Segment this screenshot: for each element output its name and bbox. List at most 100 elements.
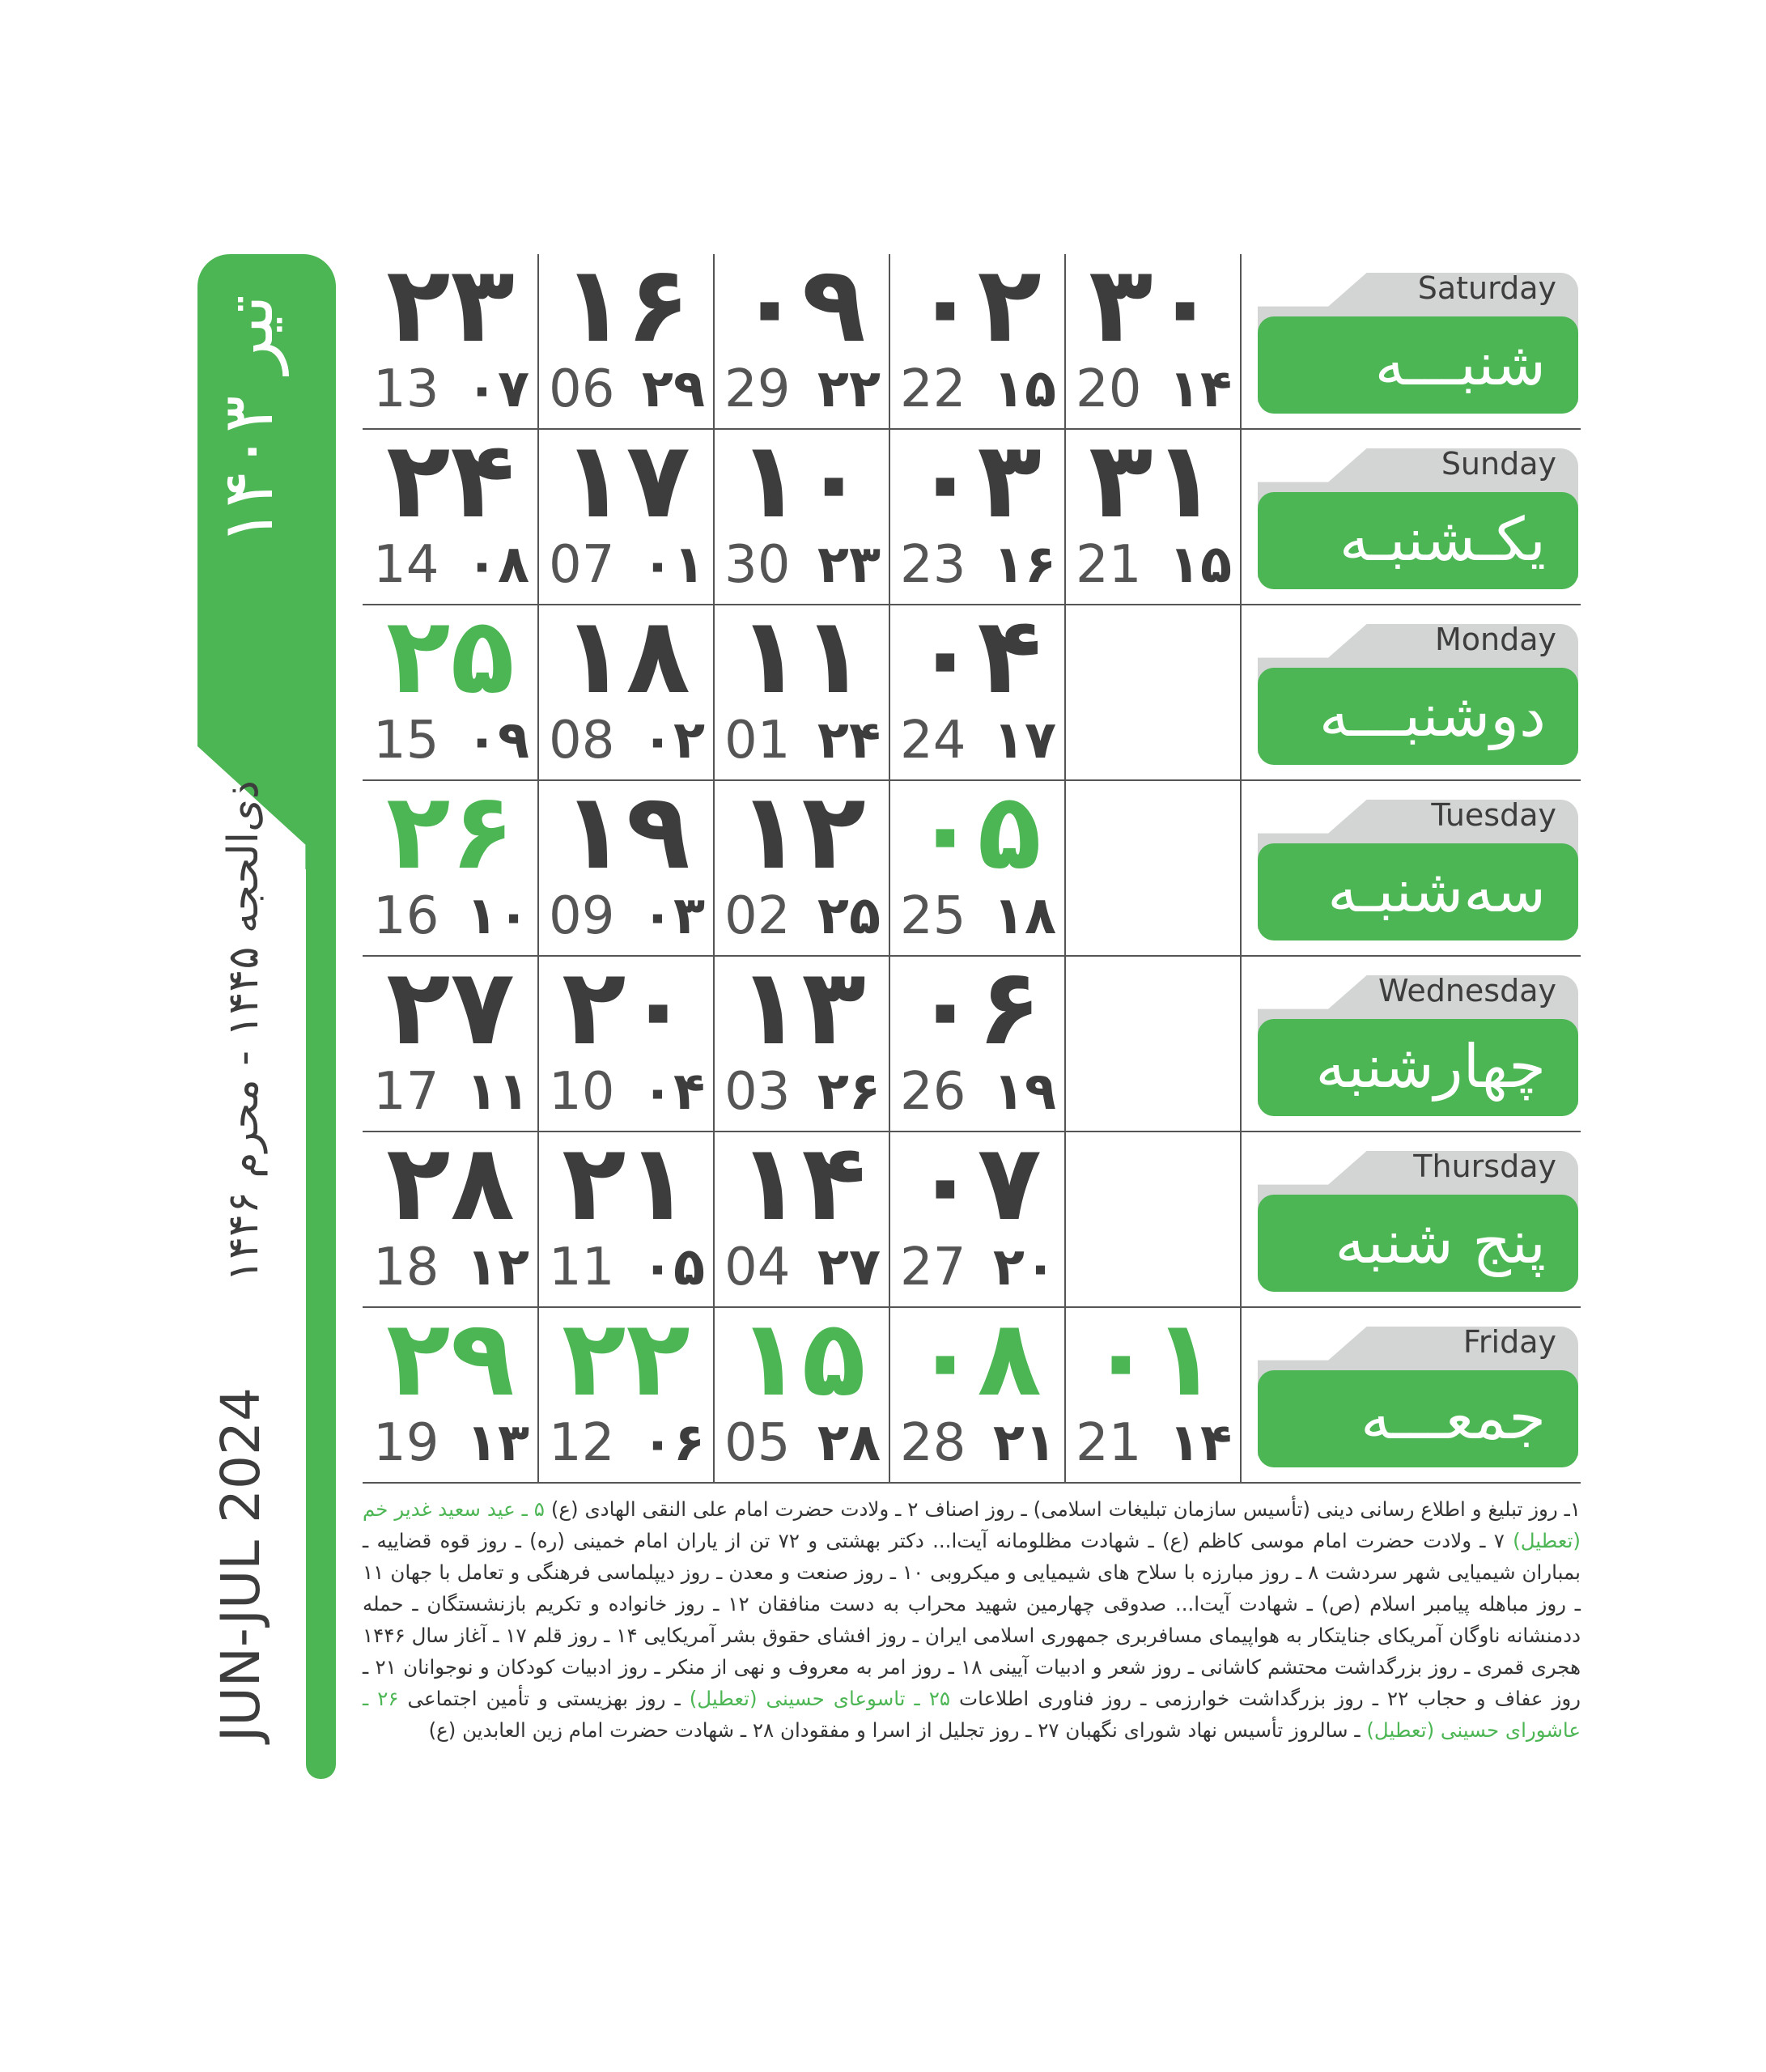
secondary-dates: 08 ۰۲ — [549, 711, 705, 771]
day-cell: ۱۳ 03 ۲۶ — [715, 957, 890, 1131]
day-label: Friday جمعـــه — [1242, 1308, 1581, 1482]
hijri-date: ۱۷ — [992, 711, 1056, 771]
shamsi-date: ۱۹ — [562, 781, 694, 893]
secondary-dates: 21 ۱۴ — [1076, 1413, 1232, 1473]
occasion-note: ۷ ـ ولادت حضرت امام موسی کاظم (ع) ـ شهاد… — [363, 1529, 1581, 1710]
secondary-dates: 29 ۲۲ — [724, 359, 881, 419]
secondary-dates: 28 ۲۱ — [900, 1413, 1056, 1473]
day-name-english: Tuesday — [1431, 797, 1556, 833]
hijri-date: ۰۵ — [641, 1238, 705, 1297]
hijri-date: ۱۶ — [992, 535, 1056, 595]
shamsi-date: ۱۴ — [737, 1132, 869, 1244]
shamsi-date: ۱۷ — [562, 430, 694, 541]
hijri-month-range: ذی‌الحجه ۱۴۴۵ - محرم ۱۴۴۶ — [219, 780, 268, 1282]
day-name-english: Saturday — [1417, 270, 1556, 306]
shamsi-date: ۲۵ — [386, 605, 518, 717]
shamsi-date: ۳۰ — [1089, 254, 1220, 366]
hijri-date: ۰۳ — [641, 886, 705, 946]
day-cell: ۱۹ 09 ۰۳ — [539, 781, 715, 955]
shamsi-date: ۰۹ — [737, 254, 869, 366]
gregorian-date: 26 — [900, 1062, 966, 1122]
holiday-note: ۲۶ ـ عاشورای حسینی (تعطیل) — [363, 1687, 1581, 1742]
secondary-dates: 06 ۲۹ — [549, 359, 705, 419]
day-cell: ۲۸ 18 ۱۲ — [363, 1132, 539, 1306]
day-cell: ۲۹ 19 ۱۳ — [363, 1308, 539, 1482]
hijri-date: ۱۴ — [1168, 359, 1232, 419]
gregorian-date: 14 — [373, 535, 439, 595]
holiday-note: ۵ ـ عید سعید غدیر خم (تعطیل) — [363, 1497, 1581, 1552]
hijri-date: ۲۴ — [817, 711, 881, 771]
secondary-dates: 15 ۰۹ — [373, 711, 529, 771]
gregorian-date: 25 — [900, 886, 966, 946]
shamsi-date: ۰۸ — [913, 1308, 1045, 1420]
hijri-date: ۲۹ — [641, 359, 705, 419]
shamsi-date: ۰۳ — [913, 430, 1045, 541]
secondary-dates: 19 ۱۳ — [373, 1413, 529, 1473]
secondary-dates: 20 ۱۴ — [1076, 359, 1232, 419]
gregorian-date: 05 — [724, 1413, 791, 1473]
secondary-dates: 26 ۱۹ — [900, 1062, 1056, 1122]
gregorian-date: 02 — [724, 886, 791, 946]
gregorian-date: 15 — [373, 711, 439, 771]
calendar-row-wednesday: Wednesday چهارشنبه ۰۶ 26 ۱۹ ۱۳ 03 ۲۶ ۲۰ 10 ۰۴ ۲۷ 17 ۱… — [363, 957, 1581, 1132]
calendar-grid: Saturday شنبـــه ۳۰ 20 ۱۴ ۰۲ 22 ۱۵ ۰۹ 29 ۲۲ ۱۶ 06 ۲۹ ۲… — [363, 254, 1581, 1484]
day-label: Wednesday چهارشنبه — [1242, 957, 1581, 1131]
gregorian-date: 20 — [1076, 359, 1142, 419]
hijri-date: ۱۴ — [1168, 1413, 1232, 1473]
day-cell: ۲۷ 17 ۱۱ — [363, 957, 539, 1131]
hijri-date: ۱۳ — [465, 1413, 529, 1473]
occasion-note: ـ روز بهزیستی و تأمین اجتماعی — [398, 1687, 690, 1710]
gregorian-date: 19 — [373, 1413, 439, 1473]
secondary-dates: 09 ۰۳ — [549, 886, 705, 946]
day-cell: ۱۰ 30 ۲۳ — [715, 430, 890, 604]
occasions-notes: ۱ـ روز تبلیغ و اطلاع رسانی دینی (تأسیس س… — [363, 1493, 1581, 1746]
day-cell: ۰۴ 24 ۱۷ — [890, 605, 1066, 779]
shamsi-date: ۲۲ — [562, 1308, 694, 1420]
empty-day-cell — [1066, 957, 1242, 1131]
day-cell: ۱۵ 05 ۲۸ — [715, 1308, 890, 1482]
day-cell: ۳۱ 21 ۱۵ — [1066, 430, 1242, 604]
secondary-dates: 13 ۰۷ — [373, 359, 529, 419]
secondary-dates: 02 ۲۵ — [724, 886, 881, 946]
gregorian-date: 29 — [724, 359, 791, 419]
gregorian-date: 10 — [549, 1062, 615, 1122]
secondary-dates: 18 ۱۲ — [373, 1238, 529, 1297]
gregorian-date: 08 — [549, 711, 615, 771]
empty-day-cell — [1066, 781, 1242, 955]
day-cell: ۰۸ 28 ۲۱ — [890, 1308, 1066, 1482]
secondary-dates: 16 ۱۰ — [373, 886, 529, 946]
shamsi-date: ۰۲ — [913, 254, 1045, 366]
gregorian-date: 04 — [724, 1238, 791, 1297]
gregorian-date: 28 — [900, 1413, 966, 1473]
shamsi-date: ۲۰ — [562, 957, 694, 1068]
secondary-dates: 17 ۱۱ — [373, 1062, 529, 1122]
secondary-dates: 14 ۰۸ — [373, 535, 529, 595]
day-name-english: Sunday — [1441, 446, 1556, 482]
day-cell: ۲۵ 15 ۰۹ — [363, 605, 539, 779]
calendar-row-friday: Friday جمعـــه ۰۱ 21 ۱۴ ۰۸ 28 ۲۱ ۱۵ 05 ۲۸ ۲۲ 12 ۰۶ ۲۹ 1… — [363, 1308, 1581, 1484]
empty-day-cell — [1066, 605, 1242, 779]
day-label: Sunday یکـشنبـه — [1242, 430, 1581, 604]
gregorian-date: 16 — [373, 886, 439, 946]
gregorian-date: 23 — [900, 535, 966, 595]
shamsi-date: ۲۷ — [386, 957, 518, 1068]
gregorian-date: 18 — [373, 1238, 439, 1297]
hijri-date: ۰۹ — [465, 711, 529, 771]
gregorian-date: 11 — [549, 1238, 615, 1297]
shamsi-date: ۱۵ — [737, 1308, 869, 1420]
gregorian-date: 09 — [549, 886, 615, 946]
calendar-row-tuesday: Tuesday سه‌شنبـه ۰۵ 25 ۱۸ ۱۲ 02 ۲۵ ۱۹ 09 ۰۳ ۲۶ 16 ۱۰ — [363, 781, 1581, 957]
shamsi-date: ۲۳ — [386, 254, 518, 366]
secondary-dates: 27 ۲۰ — [900, 1238, 1056, 1297]
calendar-row-thursday: Thursday پنج شنبه ۰۷ 27 ۲۰ ۱۴ 04 ۲۷ ۲۱ 11 ۰۵ ۲۸ 18 ۱۲ — [363, 1132, 1581, 1308]
shamsi-date: ۰۶ — [913, 957, 1045, 1068]
occasion-note: ـ سالروز تأسیس نهاد شورای نگهبان ۲۷ ـ رو… — [428, 1718, 1367, 1742]
shamsi-date: ۱۲ — [737, 781, 869, 893]
day-cell: ۱۶ 06 ۲۹ — [539, 254, 715, 428]
day-cell: ۲۶ 16 ۱۰ — [363, 781, 539, 955]
secondary-dates: 23 ۱۶ — [900, 535, 1056, 595]
shamsi-date: ۲۹ — [386, 1308, 518, 1420]
shamsi-date: ۱۳ — [737, 957, 869, 1068]
secondary-dates: 12 ۰۶ — [549, 1413, 705, 1473]
gregorian-date: 17 — [373, 1062, 439, 1122]
